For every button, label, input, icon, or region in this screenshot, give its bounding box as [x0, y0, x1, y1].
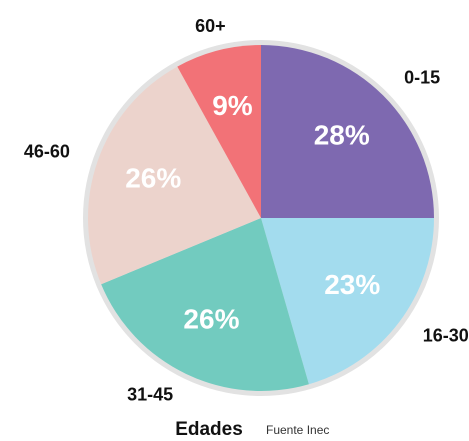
- chart-title: Edades: [175, 419, 243, 440]
- pie-slice: [261, 45, 434, 218]
- slice-category-label: 16-30: [423, 325, 469, 345]
- pie-slice: [101, 218, 309, 392]
- pie-slice: [177, 45, 261, 218]
- slice-category-label: 31-45: [127, 384, 173, 404]
- chart-subtitle: Fuente Inec: [266, 423, 329, 437]
- slice-value-label: 26%: [183, 303, 239, 334]
- slice-value-label: 23%: [324, 269, 380, 300]
- slice-value-label: 28%: [314, 120, 370, 151]
- pie-slice: [261, 218, 434, 385]
- slice-value-label: 9%: [212, 90, 253, 121]
- pie-slice: [88, 66, 262, 285]
- slice-category-label: 46-60: [24, 142, 70, 162]
- slice-category-label: 0-15: [404, 67, 440, 87]
- slice-category-label: 60+: [195, 16, 226, 36]
- slice-value-label: 26%: [125, 163, 181, 194]
